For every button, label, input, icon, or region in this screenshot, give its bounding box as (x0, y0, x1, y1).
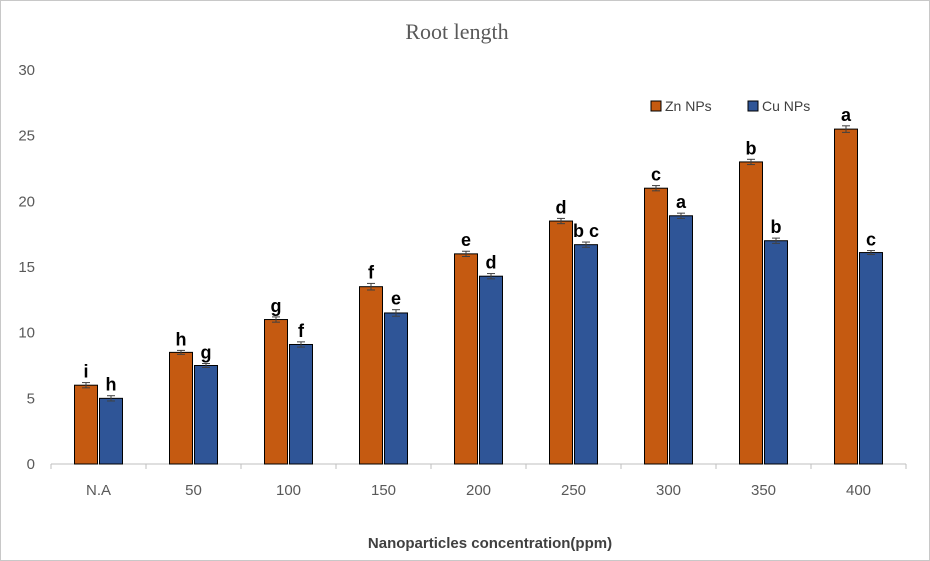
x-tick-label: 100 (276, 482, 301, 499)
significance-label: b c (573, 221, 599, 241)
bar-cu (479, 275, 503, 465)
y-tick-label: 15 (18, 259, 35, 276)
bar-cu (289, 343, 313, 465)
bar-zn (739, 161, 763, 465)
significance-label: a (841, 105, 852, 125)
error-bar (107, 395, 115, 402)
x-axis-tick-labels: N.A 50 100 150 200 250 300 350 400 (86, 482, 871, 499)
error-bar (297, 341, 305, 348)
y-tick-label: 30 (18, 62, 35, 79)
error-bar (557, 217, 565, 225)
x-tick-label: 150 (371, 482, 396, 499)
x-tick-label: 350 (751, 482, 776, 499)
y-tick-label: 20 (18, 193, 35, 210)
error-bar (487, 273, 495, 280)
x-tick-label: 50 (185, 482, 202, 499)
legend-label: Cu NPs (762, 98, 810, 114)
significance-label: e (461, 230, 471, 250)
bar-zn (169, 351, 193, 465)
legend-item: Cu NPs (747, 98, 810, 114)
y-tick-label: 0 (27, 456, 35, 473)
significance-label: i (83, 362, 88, 382)
bar-zn (549, 220, 573, 465)
x-tick-label: 250 (561, 482, 586, 499)
significance-label: c (651, 165, 661, 185)
x-tick-label: N.A (86, 482, 111, 499)
bar-cu (194, 365, 218, 465)
legend-swatch (650, 100, 662, 112)
significance-label: b (746, 138, 757, 158)
error-bar (677, 212, 685, 219)
error-bar (177, 349, 185, 355)
error-bar (272, 316, 280, 323)
error-bar (652, 185, 660, 192)
x-tick-label: 200 (466, 482, 491, 499)
bar-zn (359, 286, 383, 465)
significance-label: a (676, 192, 687, 212)
bar-cu (764, 240, 788, 465)
significance-label: d (486, 253, 497, 273)
significance-label: b (771, 217, 782, 237)
significance-label: d (556, 197, 567, 217)
significance-label: f (368, 262, 375, 282)
bar-zn (264, 319, 288, 465)
y-axis-ticks: 0 5 10 15 20 25 30 (18, 62, 35, 473)
bar-cu (574, 244, 598, 465)
legend-swatch (747, 100, 759, 112)
legend-label: Zn NPs (665, 98, 712, 114)
error-bar (202, 363, 210, 368)
x-tick-label: 300 (656, 482, 681, 499)
error-bar (462, 250, 470, 257)
y-tick-label: 5 (27, 390, 35, 407)
error-bar (82, 382, 90, 389)
x-axis-tick-marks (50, 464, 907, 469)
error-bar (867, 250, 875, 256)
error-bar (842, 125, 850, 133)
bar-cu (384, 312, 408, 465)
legend: Zn NPs Cu NPs (650, 98, 810, 114)
bar-cu (859, 252, 883, 465)
significance-label: g (201, 343, 212, 363)
significance-label: g (271, 296, 282, 316)
significance-label: f (298, 321, 305, 341)
y-tick-label: 25 (18, 128, 35, 145)
significance-label: h (106, 375, 117, 395)
bar-cu (669, 215, 693, 465)
significance-label: h (176, 329, 187, 349)
significance-label: e (391, 289, 401, 309)
error-bar (747, 158, 755, 166)
significance-label: c (866, 230, 876, 250)
error-bar (392, 309, 400, 317)
bar-zn (644, 187, 668, 465)
x-tick-label: 400 (846, 482, 871, 499)
chart-title: Root length (405, 19, 508, 44)
bar-cu (99, 397, 123, 465)
y-tick-label: 10 (18, 325, 35, 342)
legend-item: Zn NPs (650, 98, 712, 114)
bar-zn (454, 253, 478, 465)
error-bar (772, 237, 780, 244)
bar-zn (834, 128, 858, 465)
bar-zn (74, 384, 98, 465)
error-bar (582, 241, 590, 248)
x-axis-label: Nanoparticles concentration(ppm) (368, 535, 612, 552)
error-bar (367, 282, 375, 291)
